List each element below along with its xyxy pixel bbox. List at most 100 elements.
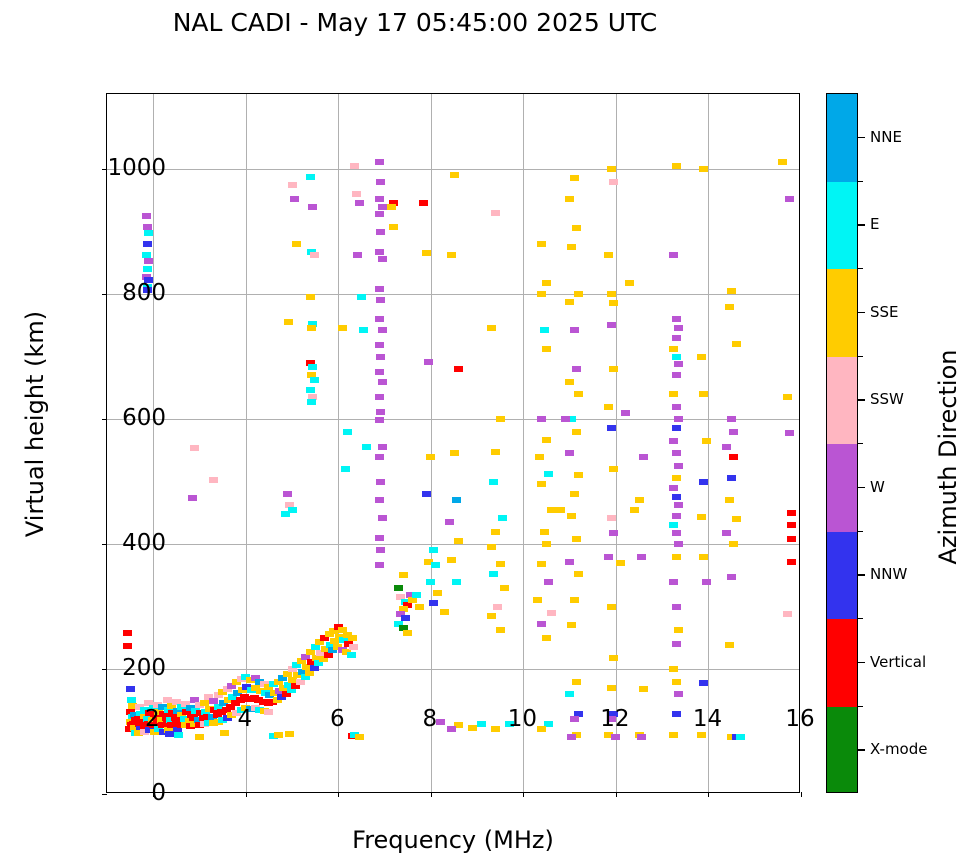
echo-point (293, 672, 303, 679)
echo-point (699, 166, 709, 172)
echo-point (412, 592, 422, 599)
echo-point (396, 611, 406, 617)
gridline-horizontal (107, 294, 799, 295)
echo-point (451, 497, 461, 504)
echo-point (339, 637, 349, 644)
echo-point (784, 196, 794, 202)
echo-point (350, 162, 360, 169)
echo-point (375, 342, 385, 349)
echo-point (306, 248, 316, 255)
echo-point (218, 689, 228, 696)
echo-point (176, 704, 186, 711)
echo-point (782, 611, 792, 617)
echo-point (143, 241, 153, 247)
echo-point (572, 732, 582, 739)
echo-point (669, 484, 679, 491)
echo-point (671, 512, 681, 519)
echo-point (359, 327, 369, 334)
echo-point (701, 437, 711, 444)
echo-point (259, 681, 269, 687)
echo-point (493, 603, 503, 610)
echo-point (787, 536, 797, 542)
echo-point (697, 732, 707, 739)
echo-point (565, 691, 575, 697)
colorbar-label-w: W (870, 477, 885, 496)
echo-point (221, 706, 231, 713)
echo-point (356, 294, 366, 301)
echo-point (158, 728, 168, 735)
x-tick (801, 792, 802, 797)
echo-point (144, 230, 154, 237)
echo-point (454, 537, 464, 544)
echo-point (195, 733, 205, 740)
echo-point (309, 665, 319, 672)
echo-point (306, 173, 316, 180)
echo-point (542, 279, 552, 286)
echo-point (219, 700, 229, 707)
colorbar-segment-x-mode (827, 706, 857, 792)
echo-point (127, 702, 137, 709)
echo-point (154, 726, 164, 732)
echo-point (171, 721, 181, 727)
echo-point (268, 699, 278, 706)
echo-point (285, 731, 295, 737)
colorbar-tick (858, 136, 865, 139)
echo-point (671, 353, 681, 360)
echo-point (426, 453, 436, 460)
x-tick-label: 14 (692, 706, 723, 732)
echo-point (569, 327, 579, 334)
echo-point (134, 703, 144, 710)
echo-point (673, 416, 683, 422)
echo-point (400, 614, 410, 621)
colorbar-segment-vertical (827, 619, 857, 707)
echo-point (569, 175, 579, 182)
echo-point (264, 683, 274, 690)
echo-point (174, 732, 184, 739)
echo-point (208, 720, 218, 727)
echo-point (139, 707, 149, 714)
colorbar-tick (858, 661, 865, 664)
echo-point (609, 299, 619, 306)
echo-point (727, 416, 737, 422)
echo-point (168, 710, 178, 717)
echo-point (301, 653, 311, 660)
echo-point (236, 707, 246, 714)
echo-point (287, 506, 297, 513)
echo-point (235, 697, 245, 704)
echo-point (389, 200, 399, 207)
echo-point (565, 298, 575, 305)
colorbar-tick (858, 311, 865, 314)
colorbar-label-sse: SSE (870, 302, 899, 321)
echo-point (308, 364, 318, 371)
colorbar-segment-ssw (827, 356, 857, 444)
echo-point (671, 678, 681, 685)
echo-point (144, 277, 154, 284)
echo-point (787, 522, 797, 529)
y-tick (102, 294, 107, 295)
echo-point (639, 686, 649, 692)
echo-point (123, 642, 133, 649)
echo-point (199, 721, 209, 727)
echo-point (309, 252, 319, 259)
echo-point (375, 497, 385, 504)
echo-point (537, 291, 547, 297)
echo-point (287, 181, 297, 188)
echo-point (354, 733, 364, 740)
echo-point (701, 578, 711, 585)
colorbar-segment-nnw (827, 531, 857, 619)
echo-point (574, 711, 584, 717)
echo-point (435, 719, 445, 726)
echo-point (195, 710, 205, 717)
echo-point (143, 266, 153, 272)
echo-point (498, 514, 508, 521)
echo-point (495, 416, 505, 422)
colorbar-tick (858, 574, 865, 576)
echo-point (722, 529, 732, 536)
echo-point (296, 657, 306, 664)
echo-point (143, 287, 153, 294)
colorbar-tick (858, 749, 865, 751)
echo-point (168, 727, 178, 734)
echo-point (175, 717, 185, 724)
echo-point (269, 732, 279, 739)
echo-point (544, 471, 554, 477)
